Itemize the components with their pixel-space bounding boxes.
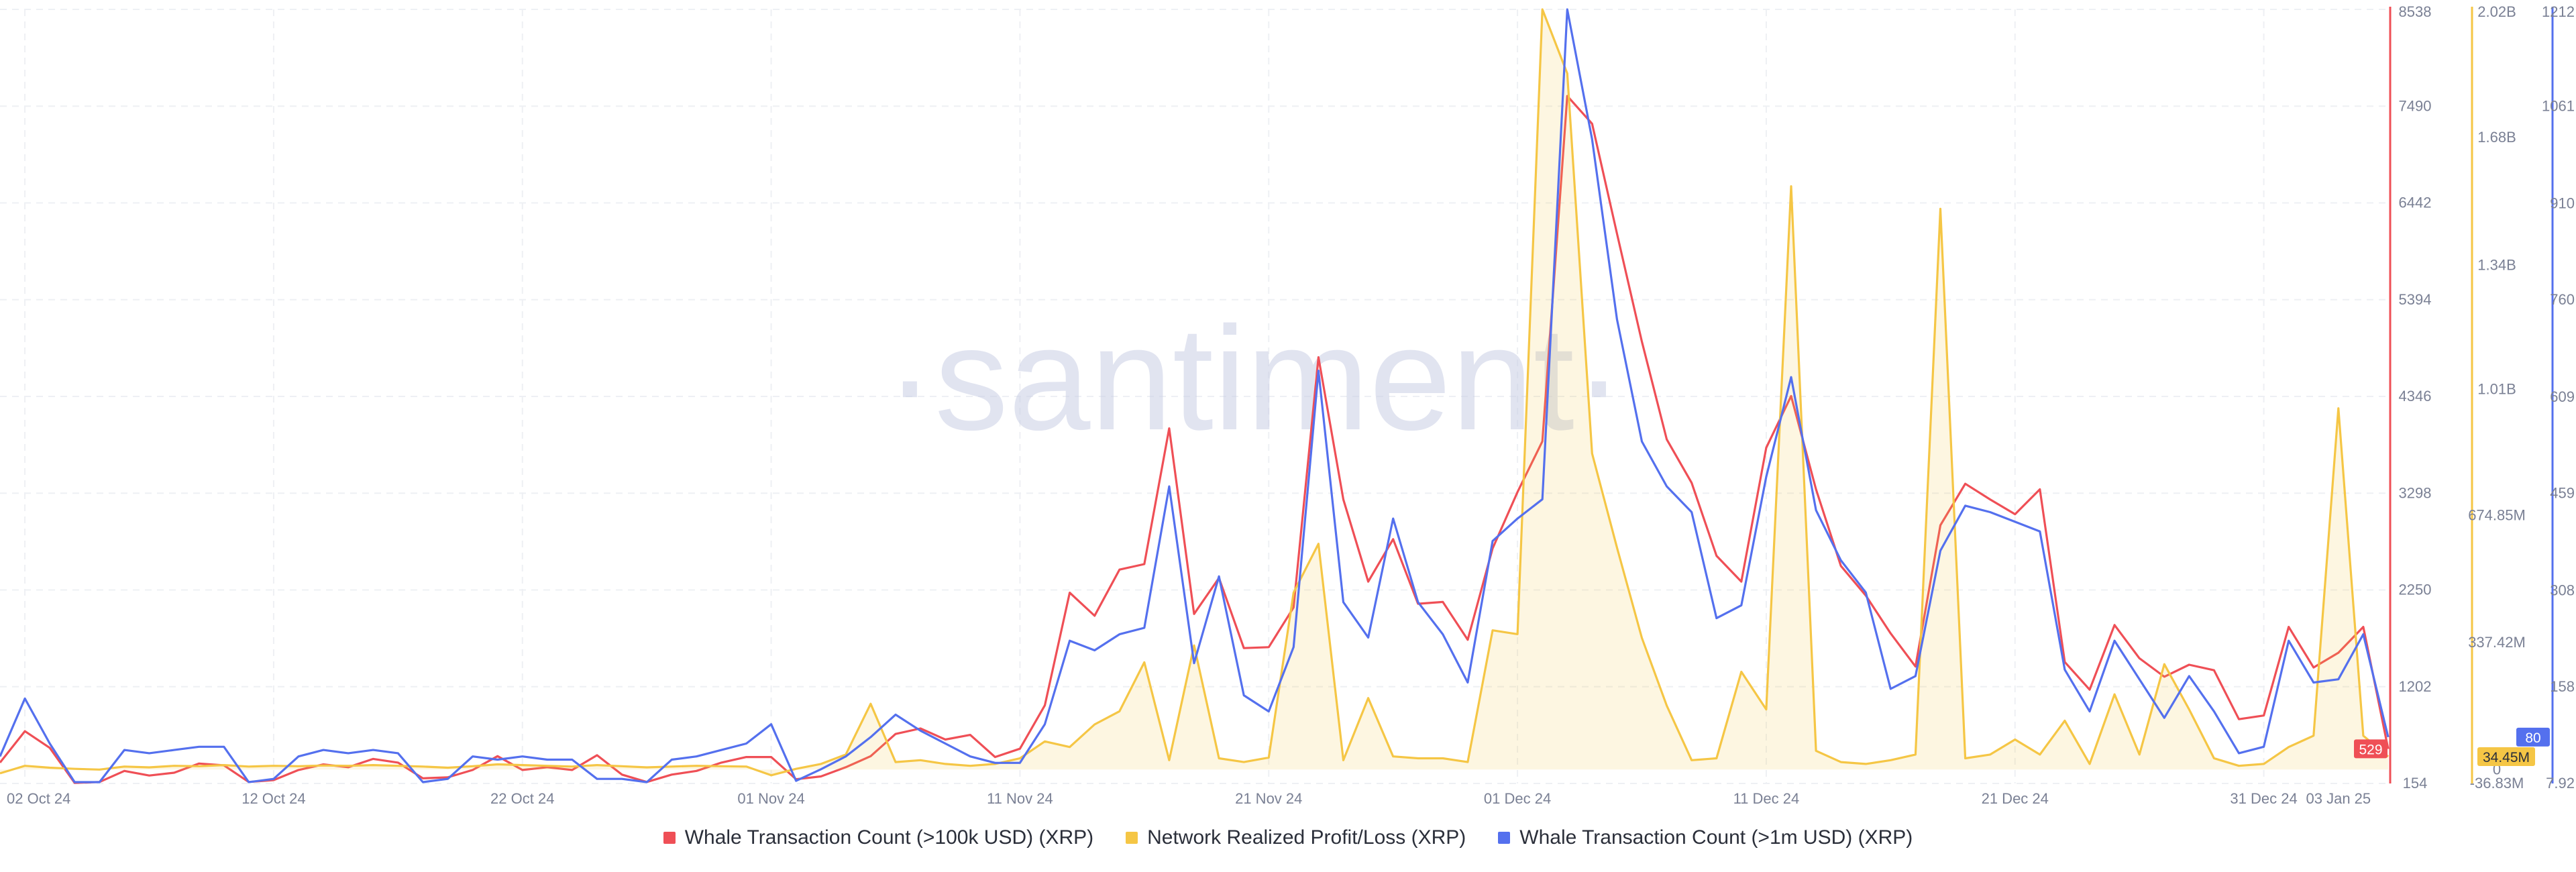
y-tick-label-whale1m: 1212	[2542, 3, 2575, 20]
y-tick-label-whale1m: 459	[2550, 485, 2575, 502]
y-tick-label-whale1m: 910	[2550, 195, 2575, 211]
plot-area	[0, 8, 2390, 784]
current-value-badge-realized	[2477, 747, 2535, 767]
legend-item-whale-100k[interactable]: Whale Transaction Count (>100k USD) (XRP…	[663, 826, 1093, 849]
y-tick-label-realized: 2.02B	[2477, 3, 2516, 20]
x-tick-label: 21 Dec 24	[1982, 790, 2049, 807]
x-tick-label: 31 Dec 24	[2230, 790, 2297, 807]
y-tick-label-whale100k: 8538	[2399, 3, 2432, 20]
legend-swatch-whale-1m	[1498, 832, 1511, 844]
y-tick-label-realized: -36.83M	[2470, 775, 2524, 792]
y-tick-label-realized: 674.85M	[2468, 507, 2526, 524]
current-value-label-whale100k: 529	[2359, 742, 2382, 757]
y-tick-label-realized: 1.01B	[2477, 381, 2516, 398]
x-tick-label: 11 Dec 24	[1733, 790, 1800, 807]
axes: 02 Oct 24 12 Oct 24 22 Oct 24 01 Nov 24 11 N…	[7, 3, 2575, 807]
legend-label-realized-profit-loss: Network Realized Profit/Loss (XRP)	[1147, 826, 1466, 849]
y-tick-label-whale1m: 158	[2550, 678, 2575, 695]
x-tick-label: 12 Oct 24	[241, 790, 305, 807]
current-value-label-whale1m: 80	[2525, 730, 2540, 746]
y-tick-label-realized: 1.34B	[2477, 257, 2516, 274]
y-tick-label-realized: 337.42M	[2468, 634, 2526, 651]
grid	[0, 9, 2388, 784]
y-tick-label-whale1m: 1061	[2542, 98, 2575, 115]
series-line-whale-100k[interactable]	[0, 95, 2390, 784]
legend-item-realized-profit-loss[interactable]: Network Realized Profit/Loss (XRP)	[1126, 826, 1466, 849]
current-value-badge-whale100k	[2354, 739, 2387, 759]
x-tick-label: 02 Oct 24	[7, 790, 70, 807]
legend-swatch-whale-100k	[663, 832, 676, 844]
legend-label-whale-1m: Whale Transaction Count (>1m USD) (XRP)	[1519, 826, 1913, 849]
legend: Whale Transaction Count (>100k USD) (XRP…	[0, 826, 2576, 849]
y-tick-label-whale100k: 5394	[2399, 291, 2432, 308]
y-tick-label-whale100k: 7490	[2399, 97, 2432, 114]
current-value-label-realized: 34.45M	[2483, 750, 2530, 765]
y-tick-label-whale1m: 760	[2550, 291, 2575, 308]
y-tick-label-whale1m: 609	[2550, 388, 2575, 405]
series-line-realized-profit-loss[interactable]	[0, 8, 2390, 777]
y-tick-label-whale1m: 308	[2550, 582, 2575, 598]
watermark: ·santiment·	[885, 296, 1623, 461]
legend-item-whale-1m[interactable]: Whale Transaction Count (>1m USD) (XRP)	[1498, 826, 1913, 849]
y-tick-label-whale100k: 154	[2403, 775, 2428, 792]
current-value-badge-whale1m	[2516, 727, 2550, 747]
y-tick-label-whale100k: 1202	[2399, 678, 2432, 695]
y-tick-label-whale100k: 4346	[2399, 388, 2432, 404]
series-line-whale-1m[interactable]	[0, 8, 2390, 783]
legend-label-whale-100k: Whale Transaction Count (>100k USD) (XRP…	[684, 826, 1094, 849]
x-tick-label: 21 Nov 24	[1235, 790, 1302, 807]
x-tick-label: 22 Oct 24	[490, 790, 554, 807]
x-tick-label: 01 Dec 24	[1484, 790, 1551, 807]
x-tick-label: 03 Jan 25	[2306, 790, 2371, 807]
y-tick-label-whale100k: 3298	[2399, 484, 2432, 501]
y-tick-label-whale100k: 2250	[2399, 582, 2432, 598]
y-tick-label-whale1m: 7.92	[2546, 775, 2575, 792]
x-tick-label: 01 Nov 24	[737, 790, 804, 807]
y-tick-label-whale100k: 6442	[2399, 195, 2432, 211]
legend-swatch-realized-profit-loss	[1126, 832, 1138, 844]
x-tick-label: 11 Nov 24	[987, 790, 1053, 807]
y-tick-label-realized: 1.68B	[2477, 129, 2516, 146]
